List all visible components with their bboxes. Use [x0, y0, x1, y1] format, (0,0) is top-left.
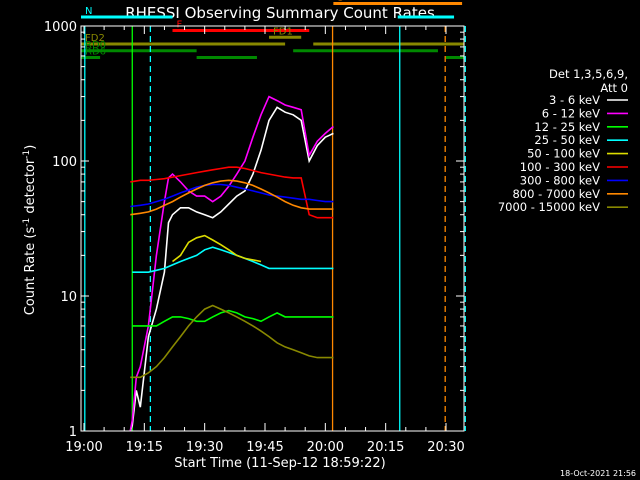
flag-label-f: F [176, 20, 182, 31]
y-axis-label-sup1: -1 [22, 218, 32, 227]
legend-header-detectors: Det 1,3,5,6,9, [549, 67, 628, 81]
series-line-1 [129, 95, 334, 432]
series-line-3 [132, 246, 334, 273]
flag-label-rd0: RD0 [85, 40, 106, 51]
series-line-4 [172, 234, 262, 263]
flag-label-fd1: FD1 [273, 26, 293, 37]
x-tick-label-3: 19:45 [246, 440, 283, 455]
x-tick-label-0: 19:00 [65, 440, 102, 455]
y-tick-label-0: 1 [69, 425, 77, 440]
y-axis-label-sup2: -1 [22, 150, 32, 159]
series-line-2 [132, 309, 334, 327]
flag-label-rd6: RD6 [85, 47, 106, 58]
y-tick-label-3: 1000 [44, 20, 77, 35]
legend-label-1: 6 - 12 keV [542, 106, 600, 120]
legend-label-0: 3 - 6 keV [549, 93, 600, 107]
axis-ticks: 19:00 19:15 19:30 19:45 20:00 20:15 20:30 1 10 10… [44, 20, 465, 455]
y-tick-label-2: 100 [52, 155, 77, 170]
y-axis-label-main: Count Rate (s [23, 227, 38, 316]
legend-header-attenuator: Att 0 [600, 81, 628, 95]
y-tick-label-1: 10 [60, 290, 77, 305]
x-tick-label-1: 19:15 [126, 440, 163, 455]
y-axis-label: Count Rate (s-1 detector-1) [22, 145, 38, 316]
flag-label-fd2: FD2 [85, 33, 105, 44]
x-axis-label: Start Time (11-Sep-12 18:59:22) [174, 456, 385, 471]
series-lines [129, 95, 334, 432]
x-tick-label-5: 20:15 [367, 440, 404, 455]
series-line-6 [130, 183, 334, 208]
series-line-7 [130, 179, 334, 216]
legend-label-7: 800 - 7000 keV [512, 187, 600, 201]
x-tick-label-2: 19:30 [186, 440, 223, 455]
legend-label-3: 25 - 50 keV [534, 133, 600, 147]
event-markers [84, 26, 466, 431]
flag-label-s: S [337, 0, 343, 4]
legend-label-4: 50 - 100 keV [527, 147, 600, 161]
series-line-0 [129, 106, 334, 432]
series-line-5 [130, 166, 334, 219]
legend-label-6: 300 - 800 keV [520, 173, 600, 187]
legend-label-2: 12 - 25 keV [534, 120, 600, 134]
chart-title: RHESSI Observing Summary Count Rates [125, 4, 435, 22]
y-axis-label-mid: detector [23, 158, 38, 218]
legend-label-5: 100 - 300 keV [520, 160, 600, 174]
legend-label-8: 7000 - 15000 keV [498, 200, 600, 214]
generation-timestamp: 18-Oct-2021 21:56 [560, 469, 636, 478]
flag-label-n: N [85, 6, 92, 17]
plot-frame [80, 25, 465, 432]
y-axis-label-end: ) [23, 145, 38, 150]
x-tick-label-6: 20:30 [427, 440, 464, 455]
x-tick-label-4: 20:00 [307, 440, 344, 455]
series-line-8 [130, 304, 334, 379]
